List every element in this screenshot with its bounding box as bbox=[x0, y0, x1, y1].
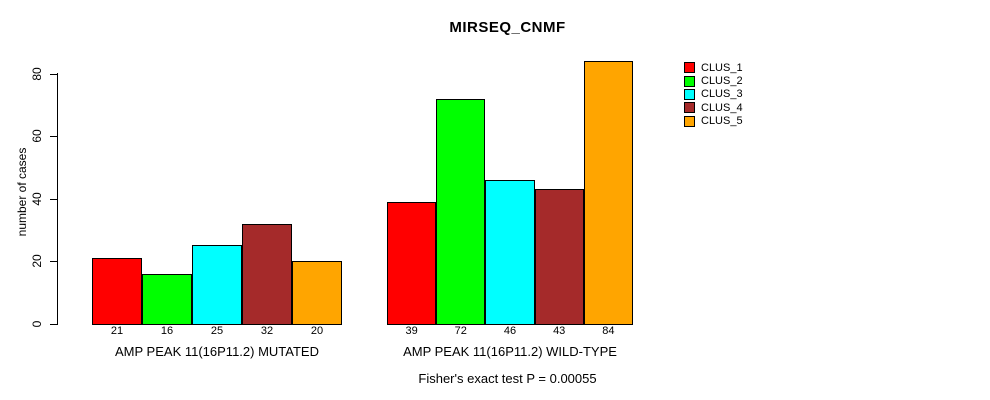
legend-swatch bbox=[684, 62, 695, 74]
legend-item: CLUS_2 bbox=[684, 74, 743, 87]
bar-value-label: 84 bbox=[602, 325, 615, 337]
legend: CLUS_1 CLUS_2 CLUS_3 CLUS_4 CLUS_5 bbox=[684, 61, 743, 128]
bar bbox=[387, 201, 437, 325]
y-axis-tick-label: 80 bbox=[30, 66, 44, 81]
fisher-test-annotation: Fisher's exact test P = 0.00055 bbox=[418, 371, 597, 386]
bar bbox=[292, 261, 342, 325]
y-axis-line bbox=[57, 73, 58, 325]
y-axis-tick-label: 0 bbox=[30, 320, 44, 327]
bar-value-label: 25 bbox=[210, 325, 224, 337]
bar-value-label: 46 bbox=[503, 325, 517, 337]
legend-item-label: CLUS_5 bbox=[701, 115, 743, 128]
chart-title: MIRSEQ_CNMF bbox=[449, 19, 566, 36]
legend-item-label: CLUS_3 bbox=[701, 88, 743, 101]
bar bbox=[583, 61, 633, 325]
bar bbox=[485, 179, 535, 325]
bar bbox=[192, 245, 242, 325]
legend-item-label: CLUS_1 bbox=[701, 61, 743, 74]
bar-value-label: 32 bbox=[260, 325, 274, 337]
legend-item-label: CLUS_4 bbox=[701, 101, 743, 114]
bar bbox=[92, 257, 142, 325]
bar bbox=[534, 189, 584, 325]
y-axis-tick-label: 40 bbox=[30, 191, 44, 206]
legend-item: CLUS_4 bbox=[684, 101, 743, 114]
legend-swatch bbox=[684, 75, 695, 87]
bar-value-label: 21 bbox=[110, 325, 124, 337]
bar bbox=[242, 223, 292, 325]
y-axis-label: number of cases bbox=[15, 147, 29, 237]
y-axis-tick-label: 60 bbox=[30, 129, 44, 143]
y-axis-tick bbox=[50, 261, 57, 262]
group-axis-label: AMP PEAK 11(16P11.2) MUTATED bbox=[115, 344, 319, 359]
bar-value-label: 20 bbox=[310, 325, 324, 337]
legend-item: CLUS_3 bbox=[684, 88, 743, 101]
y-axis-tick-label: 20 bbox=[30, 254, 44, 268]
legend-swatch bbox=[684, 88, 695, 100]
legend-item-label: CLUS_2 bbox=[701, 75, 743, 88]
y-axis-tick bbox=[50, 73, 57, 75]
y-axis-tick bbox=[50, 198, 57, 200]
bar-value-label: 43 bbox=[553, 325, 566, 337]
y-axis-tick bbox=[50, 323, 57, 325]
legend-swatch bbox=[684, 102, 695, 114]
bar-value-label: 39 bbox=[405, 325, 418, 337]
legend-item: CLUS_1 bbox=[684, 61, 743, 74]
bar bbox=[142, 273, 192, 325]
y-axis-tick bbox=[50, 136, 57, 137]
legend-item: CLUS_5 bbox=[684, 115, 743, 128]
bar bbox=[436, 98, 486, 325]
bar-value-label: 72 bbox=[454, 325, 467, 337]
legend-swatch bbox=[684, 115, 695, 127]
bar-value-label: 16 bbox=[160, 325, 174, 337]
group-axis-label: AMP PEAK 11(16P11.2) WILD-TYPE bbox=[403, 344, 617, 359]
